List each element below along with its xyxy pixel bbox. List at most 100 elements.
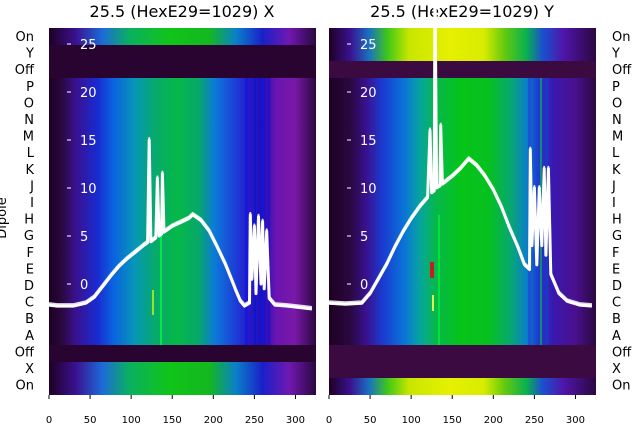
dipole-label: L [27, 146, 35, 161]
heatmap-streak-4-y [438, 215, 440, 345]
dipole-label: On [612, 379, 630, 394]
profile-line-secondary [48, 137, 313, 308]
dipole-label: H [24, 213, 34, 228]
heatmap-band-off-bottom-x [49, 345, 316, 362]
dipole-label: X [612, 362, 621, 377]
x-tick-label: 100 [122, 415, 141, 426]
dipole-label: O [612, 96, 622, 111]
x-tick-label: 0 [326, 415, 332, 426]
dipole-label: G [24, 229, 34, 244]
y-tick-label: 25 [360, 38, 377, 53]
dipole-label: L [612, 146, 620, 161]
dipole-label: N [612, 113, 622, 128]
profile-line-secondary [328, 0, 592, 306]
heatmap-streak-2-x [254, 78, 256, 345]
x-tick-label: 150 [443, 415, 462, 426]
dipole-label: A [612, 329, 621, 344]
x-tick-label: 200 [484, 415, 503, 426]
heatmap-band-top-on-x [49, 28, 316, 45]
dipole-label: F [27, 246, 34, 261]
x-tick-label: 100 [402, 415, 421, 426]
dipole-label: H [612, 213, 622, 228]
x-tick-label: 150 [163, 415, 182, 426]
dipole-label: On [16, 379, 34, 394]
heatmap-streak-6-x [152, 290, 154, 315]
y-tick-label: 20 [80, 86, 97, 101]
heatmap-band-bottom-on-y [329, 378, 596, 395]
chart-title-x: 25.5 (HexE29=1029) X [90, 2, 275, 21]
heatmap-body-y [329, 28, 596, 395]
dipole-label: Y [25, 47, 34, 62]
dipole-label: C [612, 296, 621, 311]
heatmap-hotspot-yellow-y [432, 295, 434, 311]
y-tick-label: 5 [80, 230, 88, 245]
dipole-label: A [25, 329, 34, 344]
dipole-label: G [612, 229, 622, 244]
dipole-label: M [23, 130, 34, 145]
dipole-label: K [612, 163, 621, 178]
heatmap-band-off-bottom-y [329, 345, 596, 378]
dipole-label: Off [612, 63, 632, 78]
heatmap-body-x [49, 28, 316, 395]
y-tick-label: 20 [360, 86, 377, 101]
y-tick-label: 5 [360, 230, 368, 245]
dipole-label: Y [611, 47, 620, 62]
dipole-label: Off [612, 345, 632, 360]
dipole-label: Off [15, 63, 35, 78]
dipole-label: F [612, 246, 619, 261]
dipole-label: C [25, 296, 34, 311]
dipole-label: P [26, 80, 34, 95]
y-tick-label: 15 [80, 134, 97, 149]
dipole-label: B [25, 312, 34, 327]
dipole-label: I [30, 196, 34, 211]
heatmap-band-off-top-y [329, 61, 596, 78]
heatmap-panel-x [49, 28, 316, 395]
dipole-label: M [612, 130, 623, 145]
y-tick-label: 10 [360, 182, 377, 197]
dipole-label: K [25, 163, 34, 178]
heatmap-band-off-top-x [49, 45, 316, 78]
dipole-label: On [612, 30, 630, 45]
heatmap-streak-4-x [268, 78, 270, 345]
heatmap-streak-3-x [262, 78, 264, 345]
heatmap-panel-y [329, 28, 596, 395]
heatmap-hotspot-red-y [430, 262, 434, 278]
dipole-label: D [24, 279, 34, 294]
x-tick-label: 50 [364, 415, 377, 426]
dipole-label: I [612, 196, 616, 211]
dipole-label: Off [15, 345, 35, 360]
y-tick-label: 15 [360, 134, 377, 149]
dipole-label: B [612, 312, 621, 327]
x-tick-label: 250 [245, 415, 264, 426]
x-tick-label: 300 [566, 415, 585, 426]
dipole-label: J [29, 179, 34, 194]
x-tick-label: 300 [286, 415, 305, 426]
dipole-label: O [24, 96, 34, 111]
dipole-label: X [25, 362, 34, 377]
x-tick-label: 0 [46, 415, 52, 426]
x-tick-label: 50 [84, 415, 97, 426]
dipole-label: On [16, 30, 34, 45]
y-tick-label: 0 [360, 278, 368, 293]
chart-title-y: 25.5 (HexE29=1029) Y [370, 2, 554, 21]
dipole-label: N [24, 113, 34, 128]
x-tick-label: 200 [204, 415, 223, 426]
heatmap-streak-5-x [160, 210, 162, 345]
y-axis-label: Dipole [0, 197, 10, 238]
dipole-label: P [612, 80, 620, 95]
y-tick-label: 25 [80, 38, 97, 53]
heatmap-band-bottom-on-x [49, 362, 316, 395]
dipole-label: E [26, 262, 34, 277]
dipole-label: D [612, 279, 622, 294]
x-tick-label: 250 [525, 415, 544, 426]
heatmap-band-top-on-y [329, 28, 596, 61]
heatmap-streak-1-x [245, 78, 248, 345]
y-tick-label: 10 [80, 182, 97, 197]
y-tick-label: 0 [80, 278, 88, 293]
dipole-label: E [612, 262, 620, 277]
